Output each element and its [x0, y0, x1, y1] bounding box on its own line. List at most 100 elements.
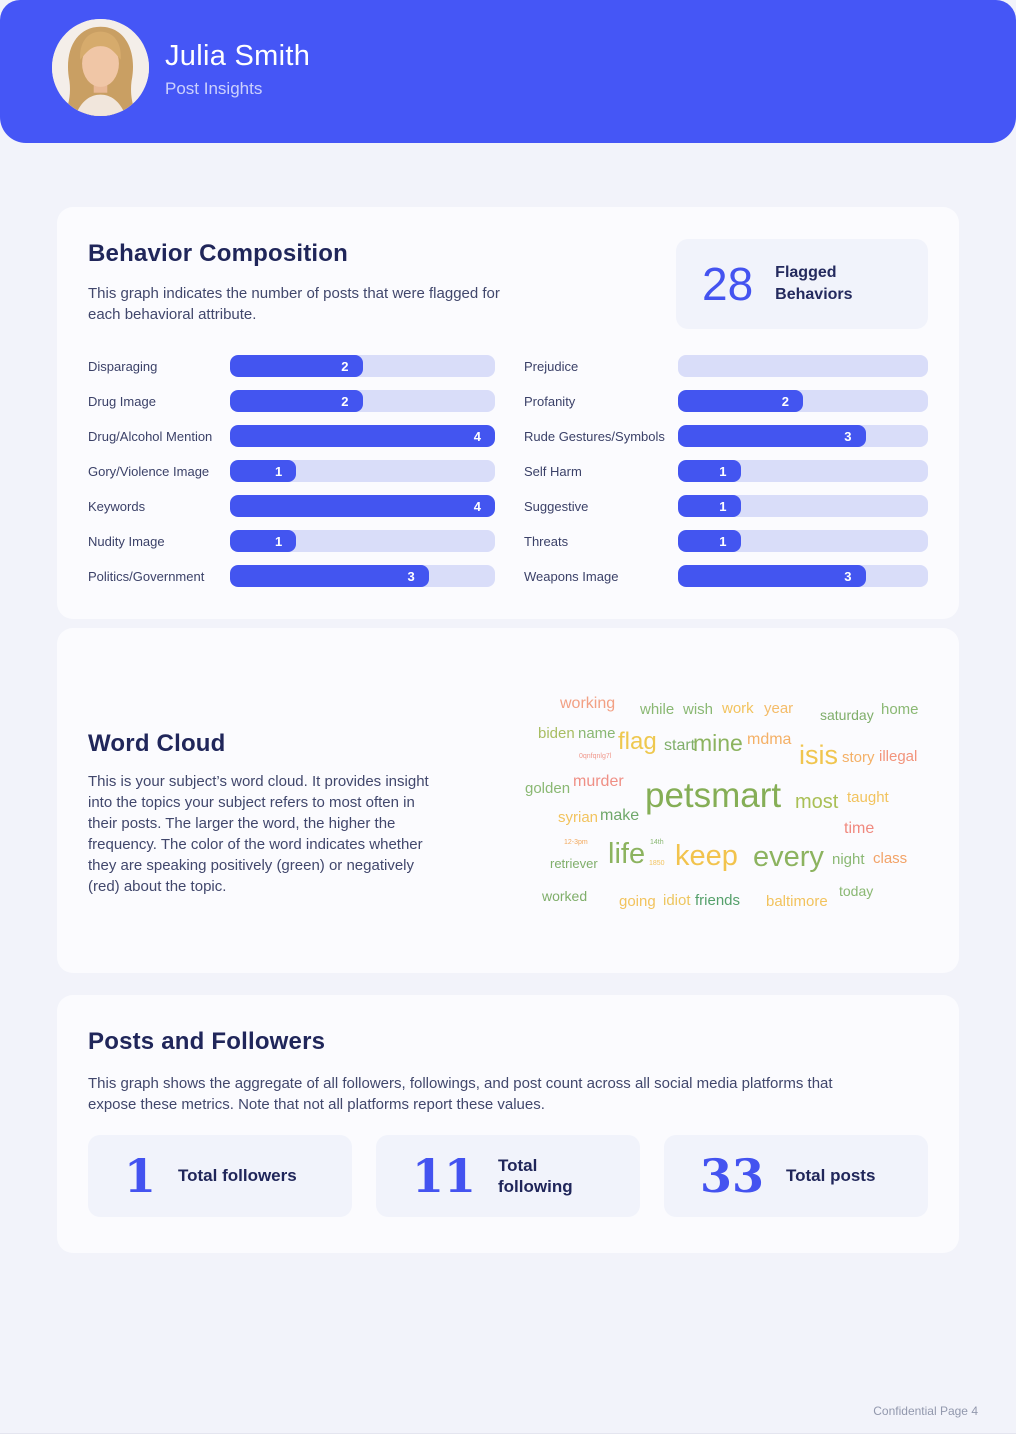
behavior-bar-track: 1 — [230, 460, 495, 482]
behavior-bar-value: 1 — [275, 463, 283, 479]
stat-label: Total posts — [786, 1166, 876, 1186]
word-cloud-word: story — [842, 749, 875, 766]
word-cloud-title: Word Cloud — [88, 730, 226, 757]
word-cloud-word: mdma — [747, 731, 792, 748]
behavior-bar-track: 3 — [678, 565, 928, 587]
word-cloud-word: make — [600, 807, 640, 824]
behavior-label: Weapons Image — [524, 568, 619, 584]
word-cloud-word: saturday — [820, 707, 874, 723]
stat-box: 1 Total followers — [88, 1135, 352, 1217]
avatar — [52, 19, 149, 116]
behavior-row: Nudity Image 1 — [88, 530, 495, 552]
behavior-bar-fill: 1 — [678, 460, 741, 482]
word-cloud-word: night — [832, 851, 865, 868]
behavior-bars-right: Prejudice Profanity 2 Rude Gestures/Symbols… — [524, 355, 928, 600]
behavior-bar-track: 2 — [678, 390, 928, 412]
word-cloud-word: time — [844, 820, 875, 837]
behavior-bar-fill: 3 — [230, 565, 429, 587]
behavior-bar-track: 1 — [678, 495, 928, 517]
behavior-row: Politics/Government 3 — [88, 565, 495, 587]
behavior-label: Rude Gestures/Symbols — [524, 428, 665, 444]
behavior-composition-card: Behavior Composition This graph indicate… — [57, 207, 959, 619]
behavior-bar-fill: 1 — [678, 530, 741, 552]
behavior-label: Nudity Image — [88, 533, 165, 549]
word-cloud-word: going — [619, 893, 656, 910]
behavior-bar-track: 2 — [230, 355, 495, 377]
behavior-bar-value: 2 — [341, 358, 349, 374]
behavior-row: Drug/Alcohol Mention 4 — [88, 425, 495, 447]
behavior-label: Politics/Government — [88, 568, 205, 584]
page-bottom-edge — [0, 1433, 1016, 1440]
word-cloud-word: idiot — [663, 892, 691, 909]
behavior-title: Behavior Composition — [88, 240, 349, 267]
stats-row: 1 Total followers 11 Total following 33 Total… — [88, 1135, 928, 1217]
stat-box: 33 Total posts — [664, 1135, 928, 1217]
behavior-label: Drug Image — [88, 393, 156, 409]
behavior-bar-value: 2 — [341, 393, 349, 409]
behavior-bar-value: 4 — [473, 428, 481, 444]
stat-number: 33 — [700, 1149, 765, 1203]
behavior-label: Threats — [524, 533, 569, 549]
behavior-bar-fill: 1 — [678, 495, 741, 517]
behavior-row: Drug Image 2 — [88, 390, 495, 412]
stat-label: Total followers — [178, 1166, 297, 1186]
word-cloud-word: year — [764, 700, 794, 717]
behavior-bar-fill: 3 — [678, 425, 866, 447]
stat-box: 11 Total following — [376, 1135, 640, 1217]
behavior-bar-value: 3 — [844, 428, 852, 444]
report-subtitle: Post Insights — [165, 79, 263, 98]
behavior-label: Disparaging — [88, 358, 158, 374]
behavior-bar-value: 1 — [275, 533, 283, 549]
behavior-row: Weapons Image 3 — [524, 565, 928, 587]
behavior-row: Threats 1 — [524, 530, 928, 552]
word-cloud-word: start — [664, 737, 696, 754]
behavior-label: Self Harm — [524, 463, 582, 479]
report-header: Julia Smith Post Insights — [0, 0, 1016, 143]
behavior-bar-chart: Disparaging 2 Drug Image 2 Drug/Alcohol Ment… — [88, 355, 928, 600]
word-cloud-word: name — [578, 725, 616, 742]
word-cloud-word: 0qnfqnlg7l — [579, 753, 612, 760]
word-cloud-word: isis — [799, 740, 838, 770]
word-cloud-word: murder — [573, 773, 624, 790]
word-cloud-card: Word Cloud This is your subject’s word c… — [57, 628, 959, 973]
word-cloud-word: 14th — [650, 839, 664, 846]
word-cloud-word: keep — [675, 840, 738, 872]
footer-confidential-page: Confidential Page 4 — [873, 1404, 978, 1418]
word-cloud-word: golden — [525, 780, 571, 797]
posts-followers-title: Posts and Followers — [88, 1028, 326, 1055]
word-cloud-word: most — [795, 791, 839, 813]
behavior-bar-fill: 4 — [230, 495, 495, 517]
word-cloud-word: syrian — [558, 809, 599, 826]
behavior-description: This graph indicates the number of posts… — [88, 285, 500, 323]
behavior-bar-value: 3 — [844, 568, 852, 584]
word-cloud-word: illegal — [879, 748, 918, 765]
behavior-bar-fill: 2 — [230, 355, 363, 377]
word-cloud-word: class — [873, 850, 908, 867]
behavior-row: Suggestive 1 — [524, 495, 928, 517]
flagged-label: Flagged Behaviors — [775, 264, 853, 303]
word-cloud-word: flag — [618, 728, 657, 755]
behavior-bar-track: 1 — [678, 460, 928, 482]
behavior-bar-fill: 4 — [230, 425, 495, 447]
word-cloud-word: friends — [695, 892, 741, 909]
behavior-bar-track: 3 — [230, 565, 495, 587]
word-cloud-word: work — [722, 700, 754, 717]
avatar-portrait-graphic — [52, 19, 149, 116]
behavior-bar-track: 1 — [678, 530, 928, 552]
stat-number: 1 — [124, 1149, 157, 1203]
behavior-bar-track: 2 — [230, 390, 495, 412]
word-cloud-word: 1850 — [649, 860, 665, 867]
behavior-label: Profanity — [524, 393, 576, 409]
behavior-row: Keywords 4 — [88, 495, 495, 517]
behavior-label: Prejudice — [524, 358, 579, 374]
behavior-bar-value: 1 — [719, 498, 727, 514]
behavior-bar-value: 3 — [407, 568, 415, 584]
stat-label: Total following — [498, 1155, 573, 1196]
word-cloud-description: This is your subject’s word cloud. It pr… — [88, 773, 429, 895]
behavior-row: Prejudice — [524, 355, 928, 377]
behavior-bar-track: 4 — [230, 495, 495, 517]
behavior-bar-fill: 1 — [230, 530, 297, 552]
word-cloud-word: taught — [847, 789, 889, 806]
behavior-label: Drug/Alcohol Mention — [88, 428, 213, 444]
